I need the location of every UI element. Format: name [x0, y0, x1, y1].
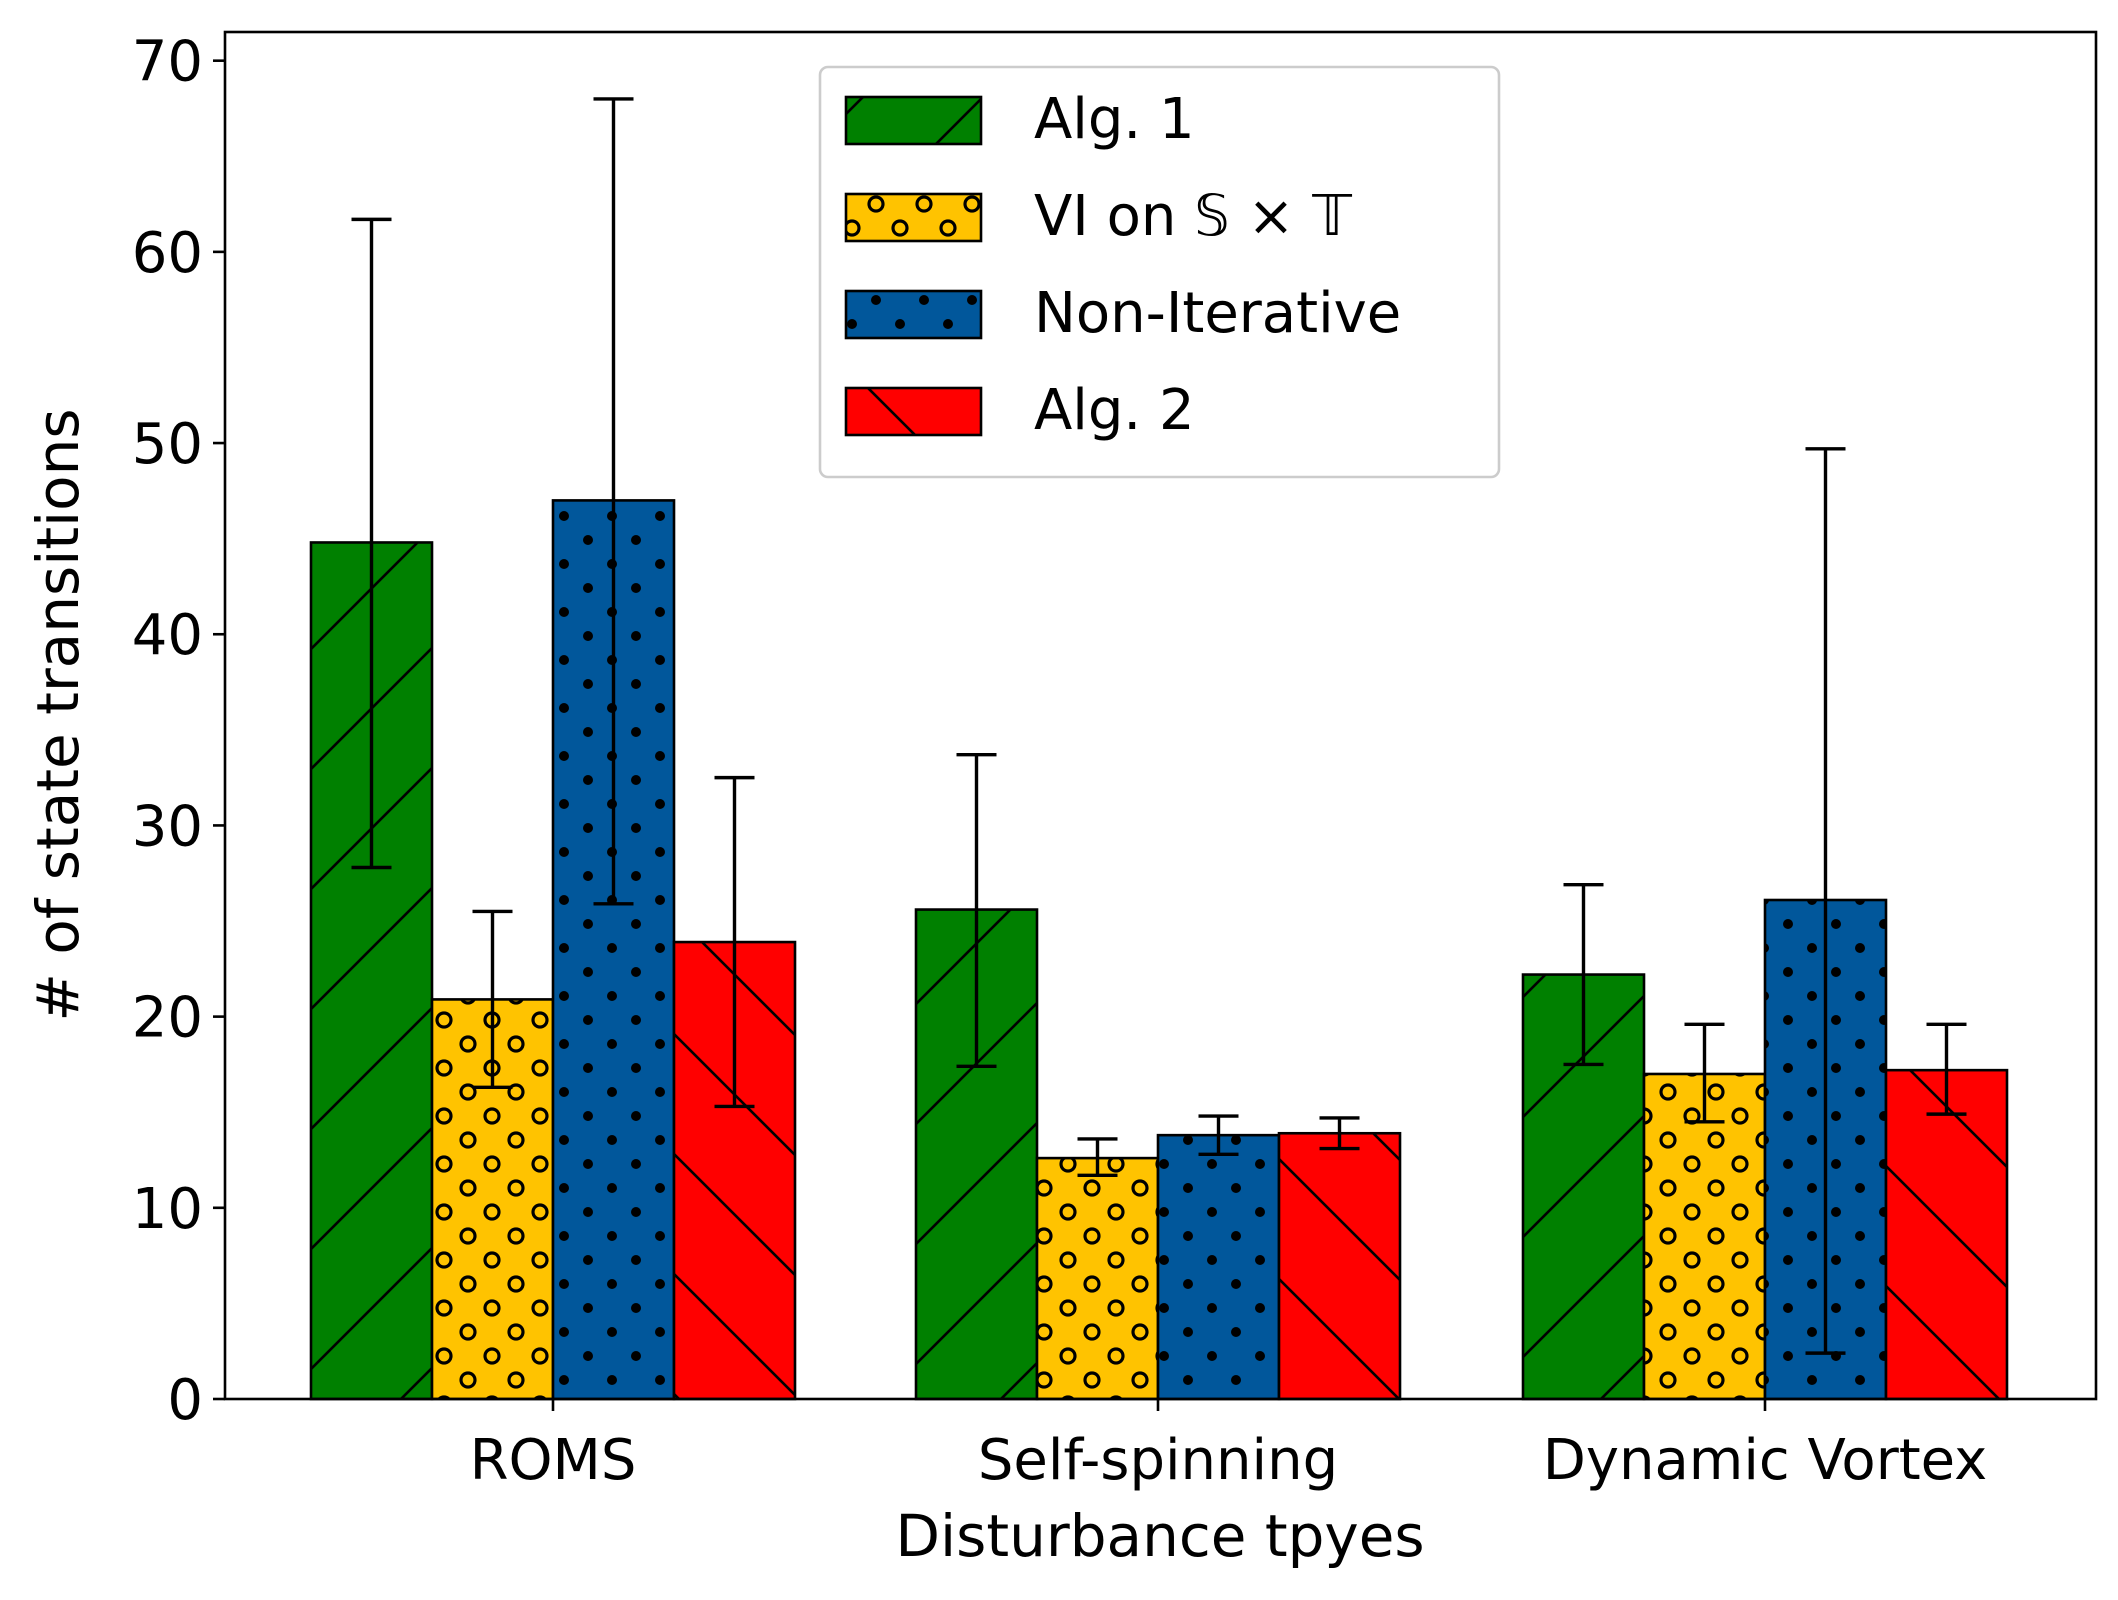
x-axis-label: Disturbance tpyes — [895, 1502, 1424, 1570]
x-tick-label: Dynamic Vortex — [1543, 1428, 1988, 1493]
plot-frame — [223, 30, 2098, 1401]
bars-layer — [309, 499, 2009, 1401]
y-tick-label: 0 — [167, 1368, 203, 1433]
bar-alg-2 — [1277, 1131, 1402, 1401]
legend-label: Alg. 1 — [1034, 87, 1195, 152]
y-tick-label: 60 — [132, 221, 203, 286]
legend-label: Non-Iterative — [1034, 281, 1401, 346]
x-tick-label: Self-spinning — [978, 1428, 1338, 1493]
error-bars-layer — [351, 97, 1967, 1355]
legend: Alg. 1 VI on 𝕊 × 𝕋 Non-Iterative Alg. 2 — [818, 65, 1501, 479]
bar-non-iterative — [1156, 1133, 1281, 1401]
y-tick-label: 40 — [132, 603, 203, 668]
y-axis-label: # of state transitions — [24, 408, 92, 1021]
y-tick-label: 10 — [132, 1177, 203, 1242]
bar-vi-on — [1035, 1156, 1160, 1401]
legend-swatch — [844, 289, 983, 340]
legend-label: VI on 𝕊 × 𝕋 — [1034, 184, 1352, 249]
y-tick-label: 70 — [132, 30, 203, 95]
y-axis: 0 10 20 30 40 50 60 70 — [132, 30, 225, 1433]
x-tick-label: ROMS — [470, 1428, 637, 1493]
legend-frame — [818, 65, 1501, 479]
x-axis: ROMS Self-spinning Dynamic Vortex — [470, 1399, 1988, 1493]
y-tick-label: 30 — [132, 794, 203, 859]
y-tick-label: 20 — [132, 986, 203, 1051]
legend-swatch — [844, 386, 983, 437]
legend-swatch — [844, 192, 983, 243]
legend-swatch — [844, 95, 983, 146]
legend-label: Alg. 2 — [1034, 378, 1195, 443]
y-tick-label: 50 — [132, 412, 203, 477]
bar-alg-2 — [1884, 1068, 2009, 1401]
